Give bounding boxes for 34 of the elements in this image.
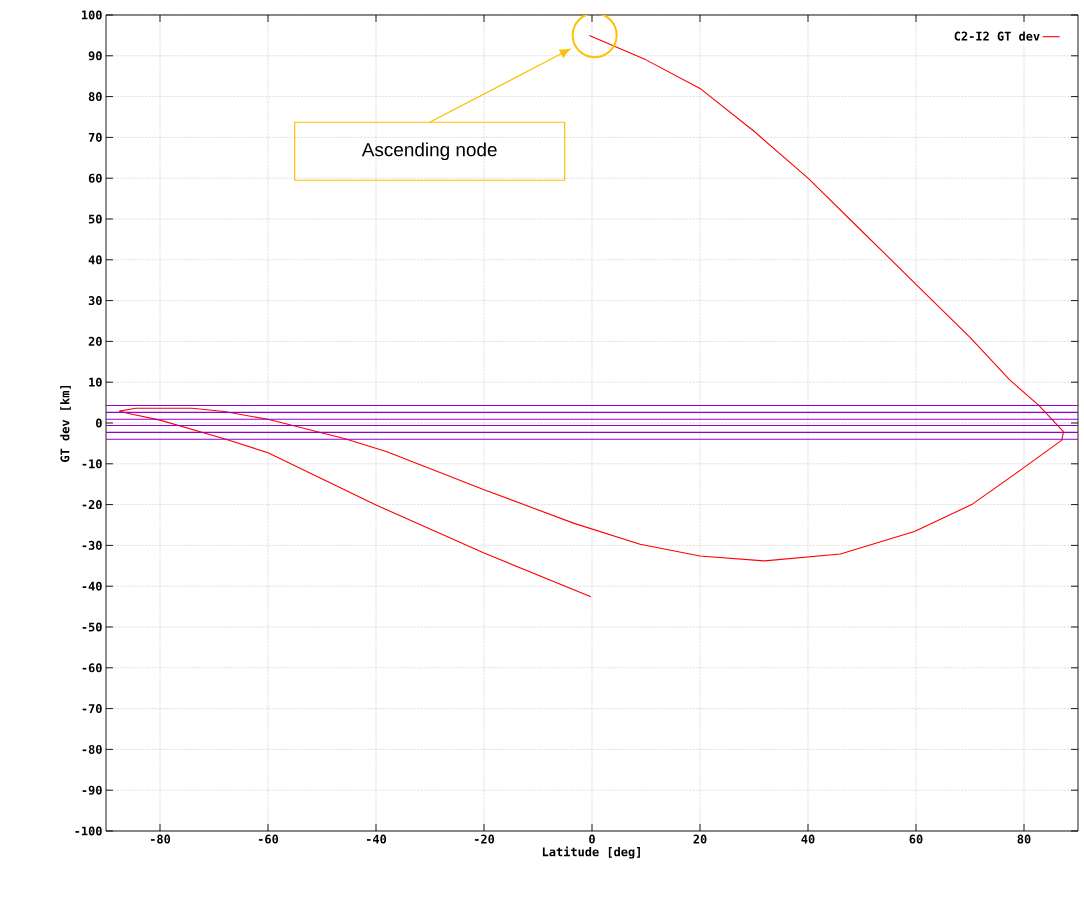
y-tick-label: 60 [88,173,102,183]
y-tick-label: 10 [89,377,102,387]
y-tick-label: -40 [82,581,102,591]
x-tick-label: 20 [693,834,707,844]
y-tick-label: 90 [88,51,102,61]
y-tick-label: -90 [82,785,102,795]
annotation: Ascending node [361,142,497,161]
y-tick-label: -100 [75,826,102,836]
y-tick-label: 0 [96,418,102,428]
y-tick-label: -60 [82,663,102,673]
y-tick-label: -50 [82,622,102,632]
y-tick-label: 100 [81,10,102,20]
legend-label: C2-I2 GT dev [954,31,1040,41]
x-axis-title: Latitude [deg] [542,846,640,859]
y-tick-label: 40 [88,255,102,265]
y-axis-title: GT dev [km] [60,385,71,462]
y-tick-label: 70 [88,132,102,142]
y-tick-label: -20 [82,500,102,510]
y-tick-label: -30 [82,540,102,550]
x-tick-label: -20 [474,834,495,844]
y-tick-label: -80 [82,744,102,754]
x-tick-label: 80 [1017,834,1031,844]
x-tick-label: -80 [150,834,171,844]
x-tick-label: 0 [589,834,595,844]
x-tick-label: 40 [801,834,815,844]
y-tick-label: -10 [82,459,102,469]
x-tick-label: -40 [366,834,387,844]
x-tick-label: 60 [909,834,923,844]
x-tick-label: -60 [258,834,279,844]
y-tick-label: 50 [88,214,102,224]
y-tick-label: -70 [82,704,102,714]
y-tick-label: 30 [88,296,102,306]
y-tick-label: 80 [88,92,102,102]
y-tick-label: 20 [88,336,102,346]
